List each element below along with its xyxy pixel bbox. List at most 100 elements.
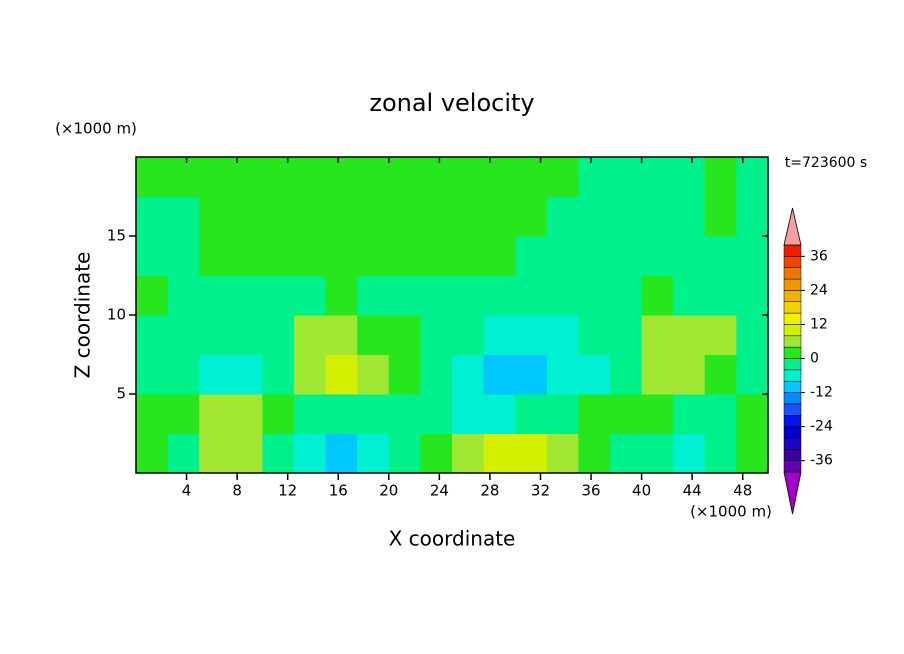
- contour-cell: [578, 394, 611, 434]
- contour-cell: [736, 315, 769, 355]
- contour-cell: [452, 157, 485, 197]
- contour-cell: [230, 157, 263, 197]
- contour-cell: [262, 315, 295, 355]
- contour-cell: [515, 315, 548, 355]
- contour-cell: [673, 275, 706, 316]
- contour-cell: [546, 196, 579, 237]
- x-unit: (×1000 m): [690, 503, 772, 521]
- contour-cell: [483, 196, 516, 237]
- contour-cell: [294, 315, 327, 355]
- chart-title: zonal velocity: [369, 89, 534, 117]
- contour-cell: [199, 157, 232, 197]
- contour-cell: [294, 196, 327, 237]
- contour-cell: [262, 394, 295, 434]
- contour-cell: [420, 433, 453, 474]
- contour-cell: [357, 157, 390, 197]
- contour-cell: [167, 433, 200, 474]
- contour-cell: [515, 157, 548, 197]
- contour-cell: [199, 236, 232, 276]
- contour-cell: [483, 315, 516, 355]
- contour-cell: [704, 157, 737, 197]
- contour-cell: [641, 196, 674, 237]
- contour-cell: [483, 394, 516, 434]
- contour-cell: [199, 315, 232, 355]
- contour-cell: [325, 433, 358, 474]
- contour-cell: [420, 354, 453, 395]
- y-tick-label: 5: [116, 385, 126, 403]
- contour-cell: [483, 236, 516, 276]
- contour-cell: [199, 433, 232, 474]
- contour-cell: [420, 394, 453, 434]
- contour-cell: [199, 275, 232, 316]
- contour-cell: [294, 354, 327, 395]
- contour-cell: [578, 236, 611, 276]
- contour-cell: [452, 275, 485, 316]
- colorbar-box: [783, 403, 802, 416]
- contour-cell: [388, 354, 421, 395]
- x-tick-label: 48: [733, 482, 752, 500]
- contour-cell: [736, 196, 769, 237]
- colorbar-box: [783, 415, 802, 427]
- x-tick-label: 8: [232, 482, 242, 500]
- contour-cell: [357, 236, 390, 276]
- contour-cell: [736, 275, 769, 316]
- colorbar-box: [783, 301, 802, 314]
- contour-cell: [578, 157, 611, 197]
- contour-cell: [230, 433, 263, 474]
- colorbar-box: [783, 392, 802, 405]
- contour-cell: [515, 354, 548, 395]
- contour-cell: [452, 236, 485, 276]
- colorbar-label: -36: [810, 453, 833, 469]
- contour-cell: [230, 315, 263, 355]
- contour-cell: [673, 157, 706, 197]
- contour-cell: [325, 157, 358, 197]
- contour-cell: [357, 315, 390, 355]
- contour-cell: [325, 275, 358, 316]
- contour-cell: [452, 196, 485, 237]
- x-tick-label: 44: [683, 482, 702, 500]
- colorbar-box: [783, 278, 802, 291]
- contour-cell: [610, 394, 643, 434]
- contour-cell: [420, 315, 453, 355]
- colorbar-box: [783, 426, 802, 439]
- contour-cell: [388, 157, 421, 197]
- contour-cell: [420, 275, 453, 316]
- contour-cell: [294, 236, 327, 276]
- colorbar-label: -12: [810, 385, 833, 401]
- contour-cell: [736, 354, 769, 395]
- colorbar-box: [783, 312, 802, 325]
- contour-cell: [704, 236, 737, 276]
- colorbar-box: [783, 324, 802, 337]
- contour-cell: [704, 196, 737, 237]
- x-tick-label: 12: [278, 482, 297, 500]
- contour-cell: [262, 157, 295, 197]
- contour-cell: [357, 196, 390, 237]
- contour-cell: [546, 275, 579, 316]
- colorbar-label: 12: [810, 316, 828, 332]
- contour-cell: [641, 275, 674, 316]
- contour-cell: [736, 433, 769, 474]
- contour-cell: [136, 196, 169, 237]
- contour-cell: [515, 275, 548, 316]
- contour-cell: [452, 394, 485, 434]
- contour-cell: [452, 433, 485, 474]
- colorbar-arrow-high: [783, 207, 802, 246]
- colorbar-box: [783, 290, 802, 302]
- colorbar-box: [783, 335, 802, 348]
- contour-cell: [641, 315, 674, 355]
- contour-cell: [673, 315, 706, 355]
- contour-cell: [325, 394, 358, 434]
- contour-cell: [610, 157, 643, 197]
- contour-cell: [199, 394, 232, 434]
- contour-cell: [294, 157, 327, 197]
- contour-cell: [167, 275, 200, 316]
- y-unit: (×1000 m): [55, 120, 137, 138]
- contour-cell: [167, 354, 200, 395]
- contour-cell: [136, 236, 169, 276]
- contour-cell: [483, 433, 516, 474]
- colorbar-box: [783, 460, 802, 473]
- contour-cell: [136, 275, 169, 316]
- contour-cell: [167, 315, 200, 355]
- y-axis-label: Z coordinate: [71, 252, 95, 379]
- colorbar-box: [783, 267, 802, 280]
